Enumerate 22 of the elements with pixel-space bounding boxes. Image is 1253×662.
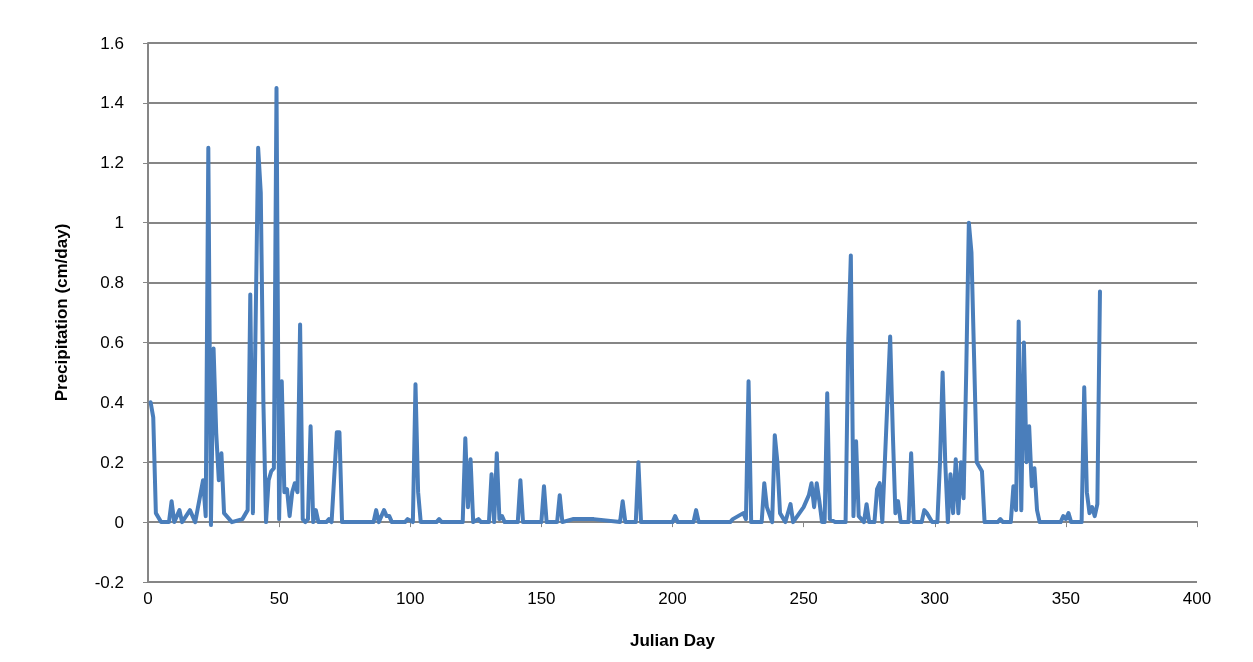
- x-axis-title: Julian Day: [629, 631, 716, 650]
- x-tick-label: 200: [658, 589, 687, 608]
- y-tick-label: 0: [114, 512, 124, 532]
- x-tick-label: 350: [1051, 589, 1081, 608]
- y-tick-label: 0.4: [100, 392, 124, 412]
- y-tick-label: 0.6: [100, 332, 124, 352]
- line-series: [148, 85, 1102, 528]
- y-tick-label: 1: [114, 213, 124, 233]
- x-tick-label: 400: [1182, 589, 1212, 608]
- x-tick-label: 0: [143, 589, 153, 608]
- x-tick-label: 250: [789, 589, 818, 608]
- y-tick-label: 1.6: [100, 33, 124, 53]
- y-tick-label: 1.2: [100, 153, 124, 173]
- x-tick-label: 300: [920, 589, 949, 608]
- x-tick-label: 50: [269, 589, 289, 608]
- y-tick-label: 0.2: [100, 452, 124, 472]
- y-tick-label: 0.8: [100, 273, 124, 293]
- y-axis-title: Precipitation (cm/day): [52, 223, 71, 402]
- y-tick-label: -0.2: [94, 572, 124, 592]
- x-tick-label: 150: [527, 589, 556, 608]
- x-tick-label: 100: [396, 589, 425, 608]
- y-tick-label: 1.4: [100, 93, 124, 113]
